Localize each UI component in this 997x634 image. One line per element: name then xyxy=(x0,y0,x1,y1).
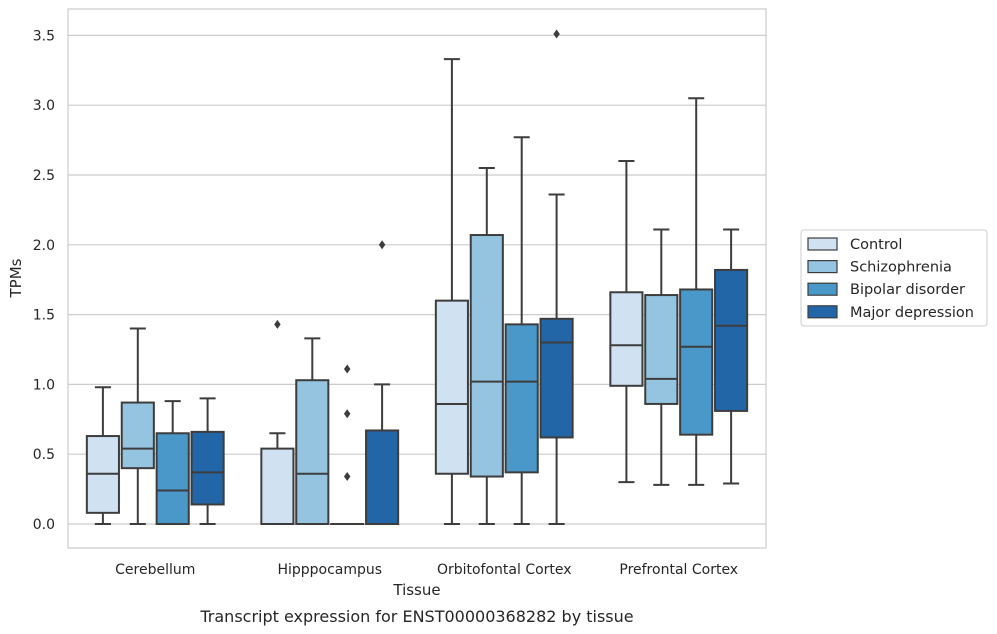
box-iqr xyxy=(155,432,190,526)
box-3-3 xyxy=(714,228,749,485)
legend-label: Schizophrenia xyxy=(850,260,952,276)
box-iqr xyxy=(609,291,644,387)
outlier-point xyxy=(553,29,560,39)
outlier-point xyxy=(343,409,351,419)
box-3-0 xyxy=(190,397,225,525)
legend-swatch xyxy=(807,282,838,296)
y-tick-label: 2.0 xyxy=(33,238,55,254)
box-0-0 xyxy=(85,386,120,525)
legend-frame xyxy=(800,229,988,327)
outlier-point xyxy=(274,319,281,329)
box-2-1 xyxy=(330,364,365,526)
y-axis-label: TPMs xyxy=(7,258,25,298)
x-axis-label: Tissue xyxy=(392,581,440,599)
box-iqr xyxy=(504,323,539,474)
plot-frame xyxy=(67,8,767,549)
box-iqr xyxy=(365,429,400,525)
box-2-0 xyxy=(155,400,190,526)
legend-swatch xyxy=(807,260,838,274)
y-tick-label: 2.5 xyxy=(33,168,55,184)
y-tick-label: 1.0 xyxy=(33,377,55,393)
legend-label: Bipolar disorder xyxy=(850,282,965,298)
legend-swatch xyxy=(807,305,838,319)
x-tick-label: Prefrontal Cortex xyxy=(619,562,738,578)
box-1-1 xyxy=(295,337,330,525)
outlier-point xyxy=(343,364,351,374)
box-iqr xyxy=(434,299,469,475)
y-tick-label: 0.0 xyxy=(33,517,55,533)
x-tick-label: Orbitofontal Cortex xyxy=(437,562,572,578)
box-2-3 xyxy=(679,97,714,486)
y-tick-label: 3.0 xyxy=(33,98,55,114)
y-tick-labels: 0.0 0.5 1.0 1.5 2.0 2.5 3.0 3.5 xyxy=(33,28,55,533)
box-iqr xyxy=(644,294,679,405)
box-iqr xyxy=(190,430,225,506)
box-0-1 xyxy=(260,319,295,525)
outlier-point xyxy=(343,472,351,482)
legend-swatch xyxy=(807,237,838,251)
y-tick-label: 1.5 xyxy=(33,308,55,324)
box-iqr xyxy=(120,401,155,470)
box-0-2 xyxy=(434,58,469,525)
box-1-2 xyxy=(469,167,504,525)
legend: Control Schizophrenia Bipolar disorder Majo… xyxy=(800,229,988,327)
legend-label: Major depression xyxy=(850,305,974,321)
outlier-point xyxy=(378,240,386,250)
legend-label: Control xyxy=(850,237,902,253)
box-iqr xyxy=(295,379,330,525)
box-iqr xyxy=(539,317,574,439)
y-tick-label: 3.5 xyxy=(33,28,55,44)
x-tick-labels: Cerebellum Hipppocampus Orbitofontal Corte… xyxy=(115,562,738,578)
box-iqr xyxy=(679,288,714,436)
plot-marks xyxy=(85,29,749,526)
box-0-3 xyxy=(609,160,644,484)
x-tick-label: Hipppocampus xyxy=(277,562,382,578)
box-iqr xyxy=(469,234,504,478)
x-tick-label: Cerebellum xyxy=(115,562,195,578)
box-1-3 xyxy=(644,228,679,486)
box-3-1 xyxy=(365,240,400,525)
box-iqr xyxy=(260,447,295,525)
y-tick-label: 0.5 xyxy=(33,447,55,463)
chart-caption: Transcript expression for ENST0000036828… xyxy=(199,607,633,626)
box-iqr xyxy=(714,268,749,412)
box-2-2 xyxy=(504,136,539,525)
box-3-2 xyxy=(539,29,574,525)
box-1-0 xyxy=(120,327,155,525)
